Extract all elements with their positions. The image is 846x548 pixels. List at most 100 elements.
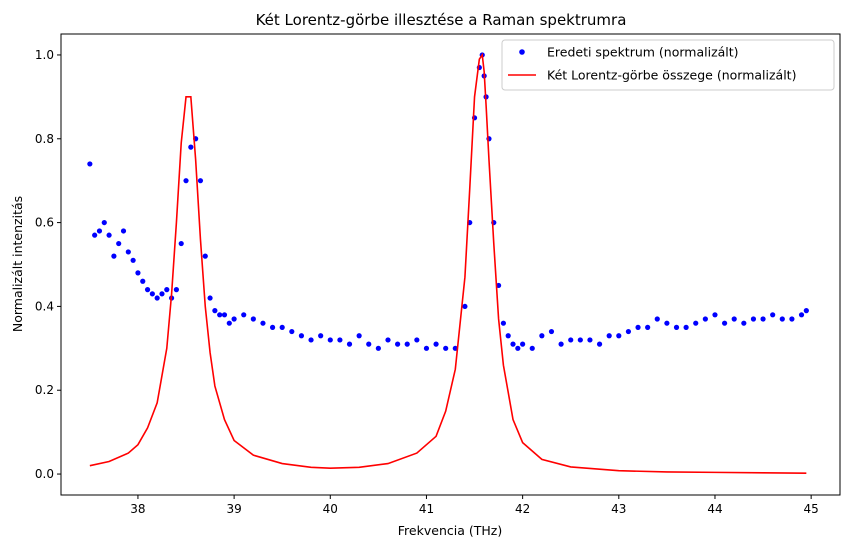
spectrum-point xyxy=(279,324,285,330)
spectrum-point xyxy=(212,308,218,314)
spectrum-point xyxy=(520,341,526,347)
y-axis: 0.0 0.2 0.4 0.6 0.8 1.0 xyxy=(35,48,61,481)
spectrum-point xyxy=(515,345,521,351)
x-tick-label: 41 xyxy=(419,502,434,516)
spectrum-point xyxy=(798,312,805,318)
spectrum-point xyxy=(207,295,213,301)
spectrum-point xyxy=(539,333,545,339)
spectrum-point xyxy=(433,341,439,347)
spectrum-point xyxy=(654,316,660,322)
spectrum-point xyxy=(96,228,103,234)
spectrum-point xyxy=(173,287,180,293)
spectrum-point xyxy=(106,232,112,238)
spectrum-point xyxy=(260,320,266,326)
spectrum-point xyxy=(375,345,381,351)
spectrum-point xyxy=(645,324,651,330)
spectrum-point xyxy=(116,240,122,247)
spectrum-point xyxy=(346,341,353,347)
y-tick-label: 0.6 xyxy=(35,216,54,230)
x-axis: 38 39 40 41 42 43 44 45 xyxy=(130,495,819,516)
spectrum-point xyxy=(789,316,795,322)
plot-area xyxy=(87,52,809,475)
spectrum-point xyxy=(505,333,511,339)
y-tick-label: 0.8 xyxy=(35,132,54,146)
spectrum-point xyxy=(606,333,612,339)
spectrum-point xyxy=(269,324,276,330)
spectrum-point xyxy=(635,324,641,330)
spectrum-point xyxy=(779,316,785,322)
spectrum-point xyxy=(149,291,155,297)
legend-marker-scatter xyxy=(519,49,525,55)
legend-label-scatter: Eredeti spektrum (normalizált) xyxy=(547,45,739,60)
spectrum-point xyxy=(741,320,747,326)
series-line-lorentz-sum xyxy=(89,52,807,475)
y-tick-label: 0.0 xyxy=(35,467,54,481)
x-tick-label: 42 xyxy=(515,502,530,516)
spectrum-point xyxy=(241,312,247,318)
spectrum-point xyxy=(693,320,699,326)
spectrum-point xyxy=(596,341,603,347)
spectrum-point xyxy=(443,345,449,351)
spectrum-point xyxy=(712,312,718,318)
spectrum-point xyxy=(154,295,160,301)
spectrum-point xyxy=(803,308,809,314)
spectrum-point xyxy=(250,316,256,322)
spectrum-point xyxy=(159,291,165,297)
x-axis-label: Frekvencia (THz) xyxy=(398,523,502,538)
spectrum-point xyxy=(289,328,295,335)
spectrum-point xyxy=(404,341,410,347)
spectrum-point xyxy=(231,316,237,322)
spectrum-point xyxy=(558,341,564,347)
spectrum-point xyxy=(111,253,117,259)
spectrum-point xyxy=(529,345,535,351)
x-tick-label: 40 xyxy=(323,502,338,516)
x-tick-label: 38 xyxy=(130,502,145,516)
spectrum-point xyxy=(202,253,208,259)
spectrum-point xyxy=(568,337,574,343)
spectrum-point xyxy=(308,337,314,343)
spectrum-point xyxy=(92,232,98,238)
spectrum-point xyxy=(702,316,708,322)
x-tick-label: 43 xyxy=(611,502,626,516)
spectrum-point xyxy=(298,333,305,339)
spectrum-point xyxy=(356,333,362,339)
spectrum-point xyxy=(120,228,127,234)
spectrum-point xyxy=(385,337,391,343)
spectrum-point xyxy=(750,316,757,322)
spectrum-point xyxy=(337,337,343,343)
spectrum-point xyxy=(101,219,107,226)
spectrum-point xyxy=(462,303,468,310)
spectrum-point xyxy=(414,337,420,343)
spectrum-point xyxy=(188,144,194,150)
spectrum-point xyxy=(721,320,728,326)
spectrum-point xyxy=(395,341,401,347)
spectrum-point xyxy=(164,287,170,293)
spectrum-point xyxy=(144,287,151,293)
spectrum-point xyxy=(125,249,131,255)
spectrum-point xyxy=(183,178,189,184)
spectrum-point xyxy=(587,337,593,343)
spectrum-point xyxy=(625,328,632,335)
legend: Eredeti spektrum (normalizált) Két Loren… xyxy=(501,39,835,91)
spectrum-point xyxy=(318,333,324,339)
x-tick-label: 44 xyxy=(707,502,722,516)
spectrum-point xyxy=(423,345,430,351)
x-tick-label: 45 xyxy=(804,502,819,516)
plot-frame xyxy=(60,33,841,496)
spectrum-point xyxy=(178,240,184,247)
spectrum-point xyxy=(770,312,776,318)
spectrum-point xyxy=(221,312,228,318)
x-tick-label: 39 xyxy=(226,502,241,516)
spectrum-point xyxy=(327,337,333,343)
spectrum-point xyxy=(135,270,141,276)
spectrum-point xyxy=(616,333,622,339)
spectrum-point xyxy=(673,324,680,330)
spectrum-point xyxy=(197,178,204,184)
legend-label-line: Két Lorentz-görbe összege (normalizált) xyxy=(547,68,796,83)
spectrum-point xyxy=(217,312,223,318)
y-tick-label: 0.2 xyxy=(35,383,54,397)
y-tick-label: 1.0 xyxy=(35,48,54,62)
spectrum-point xyxy=(140,278,146,284)
spectrum-point xyxy=(548,328,555,335)
